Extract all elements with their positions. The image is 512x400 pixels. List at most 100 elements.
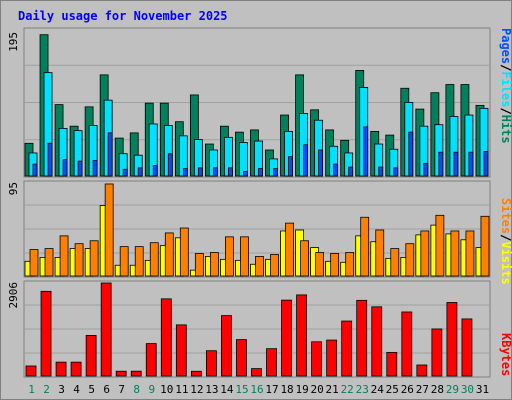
kbytes-bar [40, 290, 52, 377]
kbytes-bar [190, 370, 202, 377]
kbytes-bar [296, 294, 307, 377]
pages-bar [243, 171, 248, 177]
sites-bar [480, 215, 490, 277]
kbytes-panel-legend: KBytes [499, 333, 512, 376]
sites-bar [134, 246, 144, 277]
kbytes-bar [55, 361, 67, 377]
sites-bar [360, 216, 370, 277]
day-label: 29 [446, 383, 459, 396]
sites-bar [209, 252, 219, 277]
sites-bar [104, 183, 114, 277]
sites-bar [194, 253, 204, 277]
sites-bar [119, 246, 129, 277]
pages-bar [288, 156, 293, 177]
day-label: 4 [73, 383, 80, 396]
day-label: 24 [371, 383, 385, 396]
pages-bar [378, 166, 384, 177]
pages-bar [92, 159, 98, 177]
sites-bar [74, 243, 84, 277]
legend-visits: Visits [499, 241, 512, 284]
pages-bar [273, 168, 278, 177]
kbytes-bar [221, 315, 232, 377]
sites-bar [44, 248, 54, 277]
day-label: 1 [28, 383, 35, 396]
kbytes-bar [266, 348, 277, 377]
sites-bar [345, 252, 355, 277]
day-label: 6 [103, 383, 110, 396]
day-label: 11 [175, 383, 188, 396]
day-label: 8 [133, 383, 140, 396]
kbytes-bars [25, 282, 473, 377]
pages-bar [438, 151, 444, 177]
day-label: 17 [265, 383, 278, 396]
pages-bar [333, 163, 339, 177]
pages-bar [212, 167, 218, 177]
sites-bar [330, 253, 340, 277]
pages-bar [137, 167, 143, 177]
pages-bar [423, 162, 429, 177]
sites-bar [375, 229, 385, 277]
visits-ymax-label: 95 [7, 182, 20, 195]
day-label: 25 [386, 383, 399, 396]
day-label: 23 [356, 383, 369, 396]
sites-bar [59, 235, 69, 277]
sites-bar [285, 222, 294, 277]
kbytes-bar [130, 370, 142, 377]
sites-bar [149, 242, 159, 277]
day-label: 16 [250, 383, 263, 396]
kbytes-bar [236, 339, 247, 377]
kbytes-bar [25, 365, 37, 377]
legend-kbytes: KBytes [499, 333, 512, 376]
day-label: 12 [190, 383, 203, 396]
visits-sites-bars [24, 183, 490, 277]
day-label: 7 [118, 383, 125, 396]
pages-bar [393, 167, 399, 177]
day-label: 15 [235, 383, 248, 396]
kbytes-bar [371, 306, 383, 377]
pages-bar [483, 151, 489, 177]
sites-bar [164, 232, 174, 277]
kbytes-bar [386, 351, 398, 377]
day-labels: 1 2 3 4 5 6 7 8 9 10 11 12 13 14 15 16 17 18 19 20 21 22 23 24 2… [28, 383, 489, 396]
pages-bar [318, 149, 324, 177]
kbytes-bar [205, 350, 217, 377]
kbytes-ymax-label: 2906 [7, 282, 20, 309]
pages-bar [167, 153, 173, 177]
day-label: 10 [160, 383, 173, 396]
legend-pages: Pages [499, 28, 512, 64]
kbytes-bar [326, 339, 338, 377]
legend-sites: Sites [499, 198, 512, 234]
pages-bar [182, 168, 188, 177]
legend-files: Files [499, 71, 512, 107]
sites-bar [435, 214, 445, 277]
kbytes-bar [145, 343, 157, 377]
pages-bar [468, 151, 474, 177]
pages-bar [258, 168, 263, 177]
sites-bar [300, 240, 309, 277]
kbytes-bar [85, 334, 97, 377]
kbytes-bar [281, 299, 292, 377]
hits-ymax-label: 195 [7, 32, 20, 52]
sites-bar [405, 243, 415, 277]
pages-bar [408, 131, 414, 177]
kbytes-bar [416, 364, 428, 377]
kbytes-bar [175, 324, 187, 377]
kbytes-bar [356, 299, 368, 377]
day-label: 30 [461, 383, 474, 396]
day-label: 19 [295, 383, 308, 396]
sites-bar [315, 252, 325, 277]
kbytes-bar [311, 341, 323, 377]
sites-bar [240, 236, 249, 277]
sites-bar [255, 256, 264, 277]
pages-bar [32, 163, 38, 177]
day-label: 18 [280, 383, 293, 396]
kbytes-bar [431, 328, 443, 377]
day-label: 31 [476, 383, 489, 396]
pages-bar [197, 167, 203, 177]
pages-bar [77, 160, 83, 177]
day-label: 28 [431, 383, 444, 396]
pages-bar [453, 151, 459, 177]
sites-bar [225, 236, 234, 277]
sites-bar [420, 230, 430, 277]
